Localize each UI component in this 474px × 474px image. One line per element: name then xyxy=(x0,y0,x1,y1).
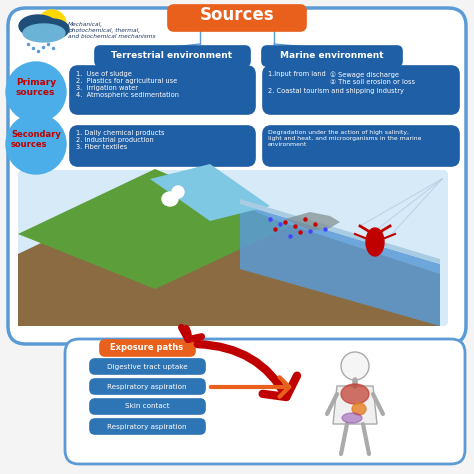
Text: 2. Coastal tourism and shipping industry: 2. Coastal tourism and shipping industry xyxy=(268,88,404,94)
Polygon shape xyxy=(285,212,340,231)
Text: Respiratory aspiration: Respiratory aspiration xyxy=(107,383,187,390)
FancyBboxPatch shape xyxy=(90,379,205,394)
FancyBboxPatch shape xyxy=(18,170,448,326)
Text: Respiratory aspiration: Respiratory aspiration xyxy=(107,423,187,429)
FancyArrowPatch shape xyxy=(182,328,201,339)
Ellipse shape xyxy=(23,24,65,42)
FancyBboxPatch shape xyxy=(70,66,255,114)
Ellipse shape xyxy=(162,192,178,206)
Polygon shape xyxy=(18,184,440,326)
FancyArrowPatch shape xyxy=(211,377,289,397)
FancyBboxPatch shape xyxy=(90,359,205,374)
Text: Exposure paths: Exposure paths xyxy=(110,343,183,352)
FancyBboxPatch shape xyxy=(65,339,465,464)
Circle shape xyxy=(6,114,66,174)
FancyBboxPatch shape xyxy=(90,399,205,414)
Circle shape xyxy=(38,10,66,38)
FancyBboxPatch shape xyxy=(263,66,459,114)
FancyBboxPatch shape xyxy=(8,8,466,344)
Text: Sources: Sources xyxy=(200,6,274,24)
Text: 1. Daily chemical products
2. Industrial production
3. Fiber textiles: 1. Daily chemical products 2. Industrial… xyxy=(76,130,164,150)
FancyBboxPatch shape xyxy=(262,46,402,66)
Polygon shape xyxy=(240,204,440,326)
Text: 1.  Use of sludge
2.  Plastics for agricultural use
3.  Irrigation water
4.  Atm: 1. Use of sludge 2. Plastics for agricul… xyxy=(76,71,179,98)
Ellipse shape xyxy=(341,384,369,404)
Text: Digestive tract uptake: Digestive tract uptake xyxy=(107,364,187,370)
Ellipse shape xyxy=(35,19,69,39)
FancyBboxPatch shape xyxy=(95,46,250,66)
Text: Degradation under the action of high salinity,
light and heat, and microorganism: Degradation under the action of high sal… xyxy=(268,130,421,146)
FancyBboxPatch shape xyxy=(100,340,195,356)
FancyBboxPatch shape xyxy=(263,126,459,166)
Polygon shape xyxy=(18,169,290,289)
Text: 1.Input from land: 1.Input from land xyxy=(268,71,326,77)
Text: Skin contact: Skin contact xyxy=(125,403,169,410)
FancyBboxPatch shape xyxy=(168,5,306,31)
Ellipse shape xyxy=(366,228,384,256)
Circle shape xyxy=(6,62,66,122)
Text: Secondary
sources: Secondary sources xyxy=(11,130,61,149)
Ellipse shape xyxy=(352,403,366,415)
Ellipse shape xyxy=(342,413,362,423)
Text: Terrestrial environment: Terrestrial environment xyxy=(111,51,233,60)
FancyBboxPatch shape xyxy=(70,126,255,166)
Text: Primary
sources: Primary sources xyxy=(16,78,56,97)
FancyBboxPatch shape xyxy=(90,419,205,434)
Circle shape xyxy=(341,352,369,380)
Circle shape xyxy=(172,186,184,198)
FancyArrowPatch shape xyxy=(198,344,297,397)
Ellipse shape xyxy=(19,15,57,37)
Polygon shape xyxy=(333,386,377,424)
Text: Marine environment: Marine environment xyxy=(280,51,384,60)
Polygon shape xyxy=(240,199,440,264)
Polygon shape xyxy=(150,164,270,221)
Text: ① Sewage discharge
② The soil erosion or loss: ① Sewage discharge ② The soil erosion or… xyxy=(330,71,415,84)
Text: Mechanical,
photochemical, thermal,
and biochemical mechanisms: Mechanical, photochemical, thermal, and … xyxy=(68,22,155,38)
